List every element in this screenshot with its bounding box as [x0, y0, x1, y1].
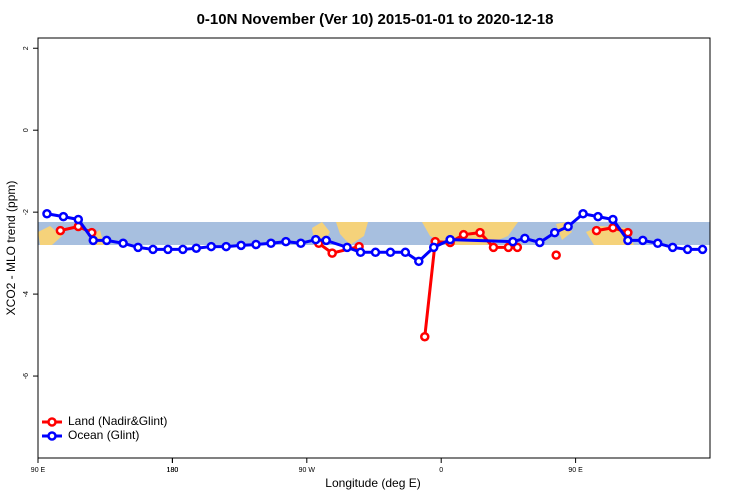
point — [101, 235, 112, 246]
y-tick-label: 0 — [23, 128, 30, 132]
point — [133, 242, 143, 253]
point — [311, 234, 321, 245]
point — [591, 225, 602, 236]
point — [508, 236, 518, 247]
point — [370, 247, 381, 258]
point — [355, 247, 366, 258]
plot-frame — [37, 37, 711, 459]
point — [191, 243, 202, 253]
x-axis-label: Longitude (deg E) — [325, 476, 420, 490]
x-tick-label: 180 — [167, 467, 179, 474]
point — [42, 209, 52, 219]
point — [221, 241, 231, 252]
x-tick-label: 0 — [439, 467, 443, 474]
legend-marker — [47, 431, 57, 441]
map-land — [336, 222, 368, 245]
point — [400, 247, 411, 258]
legend-marker — [47, 417, 57, 427]
point — [638, 235, 648, 246]
point — [321, 235, 331, 246]
point — [551, 250, 561, 260]
y-tick-label: -2 — [23, 209, 30, 215]
point — [55, 225, 66, 236]
point — [206, 241, 216, 252]
y-axis-label: XCO2 - MLO trend (ppm) — [4, 181, 18, 316]
point — [578, 209, 588, 219]
y-tick-label: -4 — [23, 291, 30, 297]
point — [385, 247, 396, 258]
point — [58, 211, 69, 222]
point — [697, 244, 708, 255]
x-tick-label: 90 E — [31, 467, 46, 474]
point — [428, 242, 439, 253]
point — [608, 214, 618, 225]
point — [503, 242, 514, 253]
point — [236, 240, 246, 251]
point — [512, 242, 523, 253]
point — [327, 248, 337, 258]
x-tick-label: 90 E — [568, 467, 583, 474]
point — [251, 239, 261, 250]
point — [414, 256, 424, 267]
point — [178, 244, 188, 255]
point — [148, 244, 158, 255]
point — [266, 238, 276, 249]
point — [163, 244, 173, 255]
point — [296, 238, 306, 249]
point — [535, 237, 545, 248]
x-tick-label: 90 W — [299, 467, 316, 474]
point — [73, 214, 84, 225]
point — [488, 242, 499, 253]
point — [475, 227, 485, 238]
point — [667, 242, 678, 253]
point — [281, 236, 291, 247]
point — [445, 234, 455, 245]
legend-label: Land (Nadir&Glint) — [68, 414, 167, 428]
point — [682, 244, 693, 255]
x-tick-label: 180 — [167, 467, 179, 474]
chart-title: 0-10N November (Ver 10) 2015-01-01 to 20… — [197, 11, 554, 28]
point — [652, 238, 663, 249]
point — [593, 211, 603, 222]
point — [458, 229, 469, 240]
point — [520, 233, 530, 244]
point — [342, 242, 352, 253]
y-tick-label: -6 — [23, 373, 30, 379]
point — [88, 235, 99, 246]
y-tick-label: 2 — [23, 46, 30, 50]
point — [549, 227, 560, 238]
point — [563, 221, 573, 232]
point — [118, 238, 128, 249]
point — [623, 235, 633, 246]
legend-label: Ocean (Glint) — [68, 428, 139, 442]
map-land — [38, 226, 62, 245]
point — [420, 331, 430, 342]
